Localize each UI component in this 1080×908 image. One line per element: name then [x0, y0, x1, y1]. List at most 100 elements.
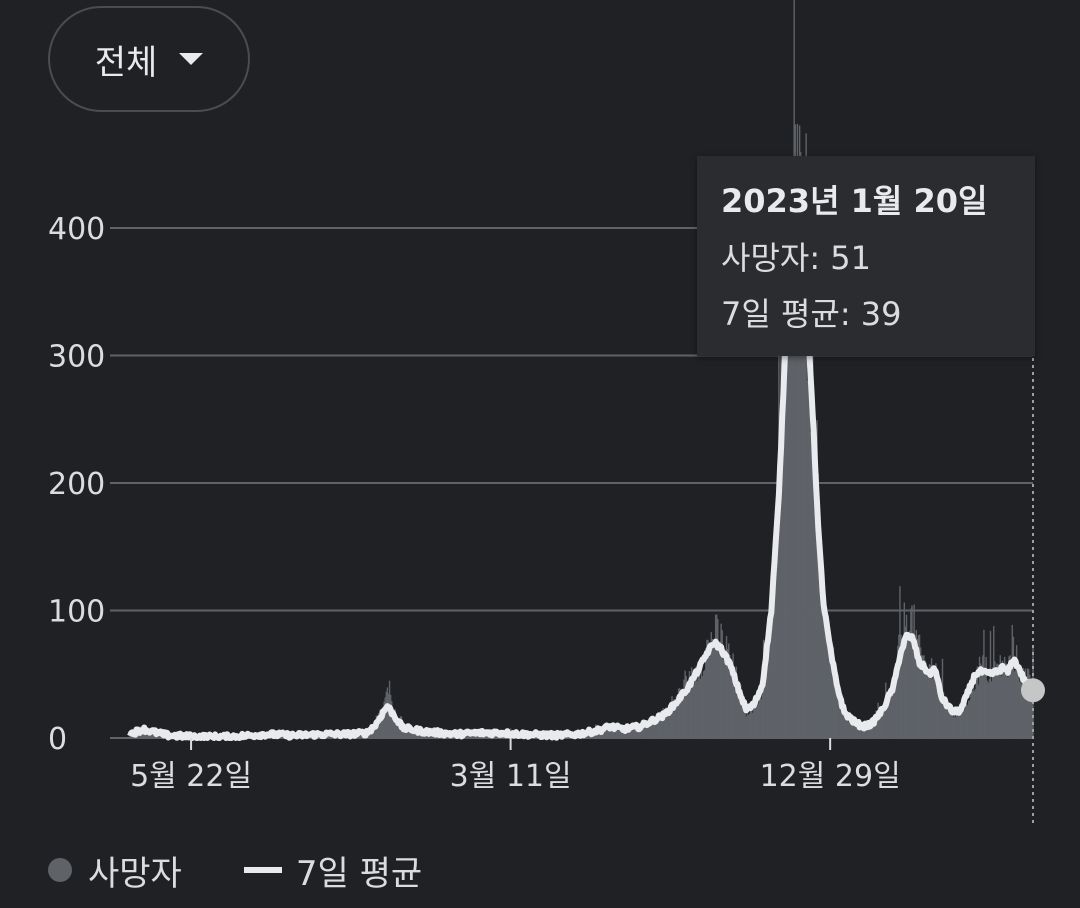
- chart-bar: [680, 690, 682, 738]
- chart-bar: [1000, 676, 1003, 738]
- chart-bar: [855, 725, 858, 738]
- chart-bar: [1020, 680, 1022, 738]
- legend-item-avg: 7일 평균: [182, 846, 422, 895]
- chart-bar: [742, 693, 744, 738]
- chart-bar: [1006, 663, 1008, 738]
- chart-bar: [820, 568, 823, 738]
- chart-bar: [931, 678, 934, 738]
- chart-bar: [784, 244, 787, 738]
- chart-bar: [789, 225, 791, 738]
- chart-bar: [862, 729, 864, 738]
- chart-bar: [721, 630, 723, 738]
- chart-bar: [737, 693, 740, 738]
- chart-bar: [871, 720, 874, 738]
- chart-bar: [1002, 671, 1005, 738]
- chart-bar: [826, 636, 828, 738]
- chart-bar: [854, 725, 856, 738]
- legend-dot-icon: [48, 858, 72, 882]
- chart-bar: [617, 728, 620, 738]
- chart-bar: [608, 725, 610, 738]
- chart-bar: [658, 718, 660, 738]
- chart-bar: [928, 664, 931, 738]
- chart-bar: [849, 720, 851, 738]
- chart-bar: [770, 625, 772, 738]
- chart-bar: [930, 658, 933, 738]
- chart-bar: [757, 703, 759, 738]
- chart-bar: [746, 705, 748, 738]
- chart-bar: [1015, 645, 1018, 738]
- chart-bar: [701, 676, 704, 738]
- chart-bar: [887, 694, 889, 738]
- x-tick-label: 3월 11일: [450, 759, 572, 794]
- chart-bar: [893, 671, 896, 738]
- chart-bar: [699, 678, 702, 738]
- chart-bar: [961, 703, 963, 738]
- chart-bar: [918, 634, 921, 738]
- chart-bar: [909, 630, 911, 738]
- chart-bar: [622, 729, 624, 738]
- chart-bar: [649, 721, 651, 738]
- chart-bar: [152, 730, 154, 738]
- chart-bar: [766, 636, 768, 738]
- chart-bar: [913, 604, 915, 738]
- chart-bar: [969, 700, 971, 738]
- chart-bar: [638, 729, 641, 738]
- chart-bar: [630, 727, 633, 738]
- chart-bar: [753, 708, 755, 738]
- chart-bar: [391, 701, 393, 738]
- chart-bar: [690, 667, 693, 738]
- chart-bar: [628, 728, 631, 738]
- chart-bar: [653, 717, 656, 738]
- chart-bar: [939, 687, 942, 738]
- chart-bar: [936, 675, 938, 738]
- chart-bar: [387, 693, 390, 738]
- chevron-down-icon: [179, 53, 204, 65]
- chart-bar: [907, 638, 910, 738]
- chart-bar: [626, 729, 629, 738]
- chart-bar: [950, 705, 952, 738]
- chart-bar: [951, 713, 953, 738]
- chart-bar: [760, 698, 763, 738]
- chart-bar: [804, 331, 806, 738]
- chart-bar: [711, 638, 714, 738]
- chart-bar: [915, 630, 918, 738]
- chart-bar: [935, 663, 937, 738]
- chart-bar: [749, 702, 752, 738]
- chart-bar: [847, 721, 850, 738]
- chart-bar: [911, 605, 913, 738]
- chart-bar: [382, 706, 384, 738]
- filter-dropdown[interactable]: 전체: [48, 6, 250, 112]
- chart-bar: [688, 671, 691, 738]
- chart-bar: [929, 665, 932, 738]
- chart-bar: [1013, 671, 1016, 738]
- chart-bar: [392, 709, 394, 738]
- chart-bar: [395, 720, 397, 738]
- chart-bar: [945, 698, 947, 738]
- chart-bar: [736, 684, 739, 738]
- chart-bar: [781, 378, 783, 738]
- chart-bar: [410, 729, 413, 738]
- chart-bar: [839, 694, 841, 738]
- chart-bar: [718, 647, 720, 738]
- y-tick-label: 300: [48, 340, 105, 375]
- chart-bar: [984, 670, 986, 738]
- chart-bar: [710, 632, 712, 738]
- chart-bar: [665, 707, 668, 738]
- chart-bar: [888, 692, 890, 738]
- chart-bar: [769, 628, 771, 738]
- chart-bar: [687, 679, 690, 738]
- chart-bar: [1025, 678, 1028, 738]
- chart-bar: [831, 666, 834, 738]
- chart-bar: [883, 708, 886, 738]
- chart-bar: [397, 720, 399, 738]
- legend-item-deaths: 사망자: [48, 846, 182, 895]
- chart-bar: [750, 702, 753, 738]
- chart-bar: [1021, 683, 1023, 738]
- chart-bar: [802, 342, 804, 738]
- chart-bar: [729, 655, 731, 738]
- x-tick-label: 5월 22일: [130, 759, 252, 794]
- chart-bar: [684, 670, 686, 738]
- chart-bar: [977, 684, 980, 738]
- chart-bar: [1026, 668, 1029, 738]
